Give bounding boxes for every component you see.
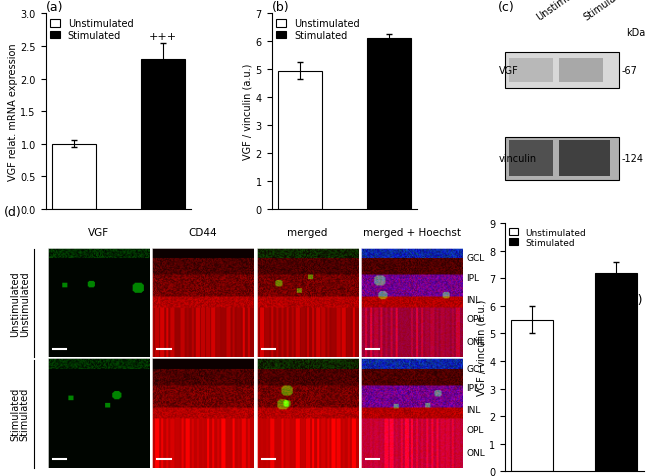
- Text: (d): (d): [3, 206, 21, 219]
- Legend: Unstimulated, Stimulated: Unstimulated, Stimulated: [276, 19, 359, 40]
- Bar: [510, 141, 553, 176]
- Bar: [595, 273, 637, 471]
- Text: ONL: ONL: [466, 337, 485, 347]
- Text: INL: INL: [466, 295, 480, 304]
- Bar: [512, 320, 553, 471]
- Bar: [367, 40, 411, 209]
- Text: ONL: ONL: [466, 448, 485, 457]
- Text: Stimulated: Stimulated: [20, 387, 30, 440]
- Text: (c): (c): [498, 1, 514, 14]
- Bar: [505, 137, 619, 180]
- Bar: [559, 59, 603, 83]
- Text: -67: -67: [621, 66, 638, 76]
- Y-axis label: VGF / vinculin (a.u.): VGF / vinculin (a.u.): [243, 64, 253, 160]
- Text: -124: -124: [621, 154, 644, 164]
- Text: Stimulated: Stimulated: [10, 387, 20, 440]
- Text: GCL: GCL: [466, 364, 484, 373]
- Y-axis label: VGF / vinculin (a.u.): VGF / vinculin (a.u.): [476, 299, 486, 396]
- Text: Stimulated: Stimulated: [582, 0, 632, 22]
- Y-axis label: VGF relat. mRNA expression: VGF relat. mRNA expression: [8, 43, 18, 180]
- Text: (b): (b): [272, 1, 289, 14]
- Text: Unstimulated: Unstimulated: [534, 0, 593, 22]
- Text: VGF: VGF: [88, 228, 109, 238]
- Text: GCL: GCL: [466, 254, 484, 263]
- Text: INL: INL: [466, 406, 480, 414]
- Text: Unstimulated: Unstimulated: [20, 271, 30, 336]
- Text: IPL: IPL: [466, 273, 479, 282]
- Text: OPL: OPL: [466, 425, 484, 434]
- Text: (a): (a): [46, 1, 63, 14]
- Bar: [52, 144, 96, 209]
- Text: (e): (e): [626, 293, 644, 306]
- Bar: [505, 53, 619, 89]
- Text: merged: merged: [287, 228, 328, 238]
- Text: vinculin: vinculin: [499, 154, 538, 164]
- Text: kDa: kDa: [626, 28, 645, 38]
- Text: CD44: CD44: [188, 228, 217, 238]
- Bar: [559, 141, 610, 176]
- Legend: Unstimulated, Stimulated: Unstimulated, Stimulated: [510, 228, 586, 248]
- Text: OPL: OPL: [466, 315, 484, 324]
- Bar: [140, 60, 185, 209]
- Text: +++: +++: [149, 31, 177, 41]
- Text: IPL: IPL: [466, 384, 479, 393]
- Text: Unstimulated: Unstimulated: [10, 271, 20, 336]
- Text: VGF: VGF: [499, 66, 519, 76]
- Text: merged + Hoechst: merged + Hoechst: [363, 228, 461, 238]
- Legend: Unstimulated, Stimulated: Unstimulated, Stimulated: [50, 19, 133, 40]
- Bar: [278, 71, 322, 209]
- Bar: [510, 59, 553, 83]
